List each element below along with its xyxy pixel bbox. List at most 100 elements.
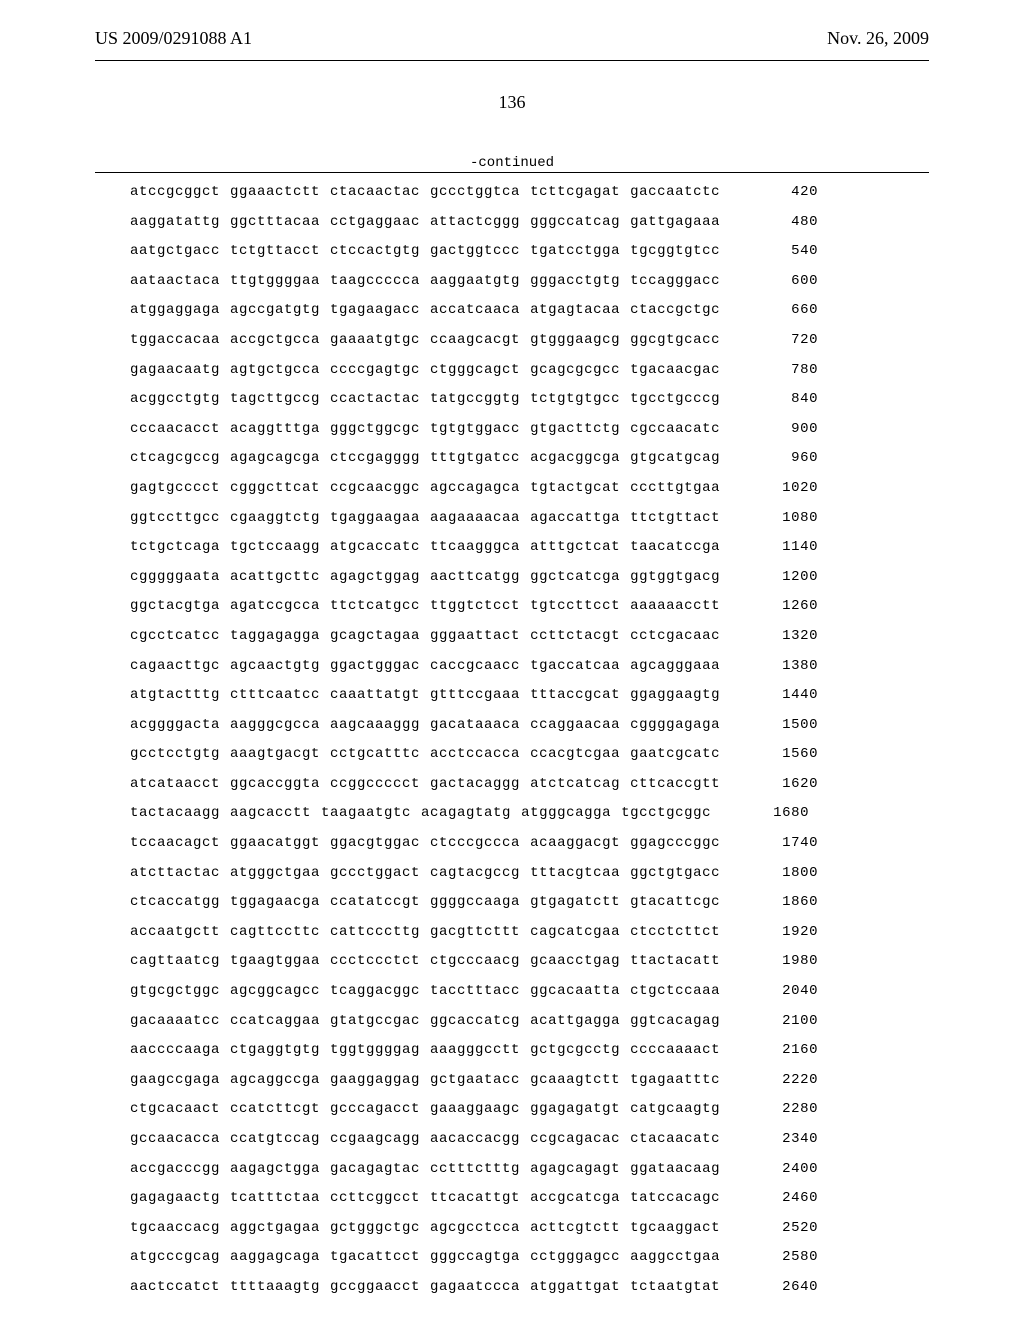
sequence-group: atggattgat <box>530 1280 620 1294</box>
sequence-row: atcataacctggcaccggtaccggccccctgactacaggg… <box>130 777 818 791</box>
sequence-group: gtgcatgcag <box>630 451 720 465</box>
sequence-group: ctccgagggg <box>330 451 420 465</box>
sequence-group: ccttcggcct <box>330 1191 420 1205</box>
sequence-group: gctgcgcctg <box>530 1043 620 1057</box>
sequence-group: aaggaatgtg <box>430 274 520 288</box>
sequence-row: ctcaccatggtggagaacgaccatatccgtggggccaaga… <box>130 895 818 909</box>
sequence-group: atcttactac <box>130 866 220 880</box>
sequence-position: 2580 <box>758 1250 818 1264</box>
sequence-group: tgcaaggact <box>630 1221 720 1235</box>
sequence-group: atcataacct <box>130 777 220 791</box>
sequence-row: atgcccgcagaaggagcagatgacattcctgggccagtga… <box>130 1250 818 1264</box>
sequence-group: ggctgtgacc <box>630 866 720 880</box>
sequence-group: aaccccaaga <box>130 1043 220 1057</box>
sequence-group: cagttaatcg <box>130 954 220 968</box>
sequence-group: acttcgtctt <box>530 1221 620 1235</box>
sequence-group: catgcaagtg <box>630 1102 720 1116</box>
sequence-group: tcaggacggc <box>330 984 420 998</box>
sequence-group: cagaacttgc <box>130 659 220 673</box>
patent-page: US 2009/0291088 A1 Nov. 26, 2009 136 -co… <box>0 0 1024 1320</box>
sequence-group: agtgctgcca <box>230 363 320 377</box>
sequence-group: cctgcatttc <box>330 747 420 761</box>
sequence-groups: tccaacagctggaacatggtggacgtggacctcccgccca… <box>130 836 720 850</box>
sequence-group: agcgcctcca <box>430 1221 520 1235</box>
sequence-row: cagaacttgcagcaactgtgggactgggaccaccgcaacc… <box>130 659 818 673</box>
sequence-group: aacaccacgg <box>430 1132 520 1146</box>
sequence-group: acattgagga <box>530 1014 620 1028</box>
sequence-group: gtttccgaaa <box>430 688 520 702</box>
sequence-group: acctccacca <box>430 747 520 761</box>
sequence-position: 840 <box>758 392 818 406</box>
sequence-groups: cccaacacctacaggtttgagggctggcgctgtgtggacc… <box>130 422 720 436</box>
sequence-group: aaaaaacctt <box>630 599 720 613</box>
sequence-group: atgggcagga <box>521 806 611 820</box>
sequence-group: gagaacaatg <box>130 363 220 377</box>
sequence-position: 2400 <box>758 1162 818 1176</box>
sequence-group: gcaacctgag <box>530 954 620 968</box>
sequence-group: aaggagcaga <box>230 1250 320 1264</box>
sequence-group: atggaggaga <box>130 303 220 317</box>
sequence-group: tgcctgcggc <box>621 806 711 820</box>
sequence-row: gacaaaatccccatcaggaagtatgccgacggcaccatcg… <box>130 1014 818 1028</box>
sequence-group: atgagtacaa <box>530 303 620 317</box>
sequence-group: ccgcaacggc <box>330 481 420 495</box>
sequence-group: ctgaggtgtg <box>230 1043 320 1057</box>
sequence-group: acggggacta <box>130 718 220 732</box>
sequence-group: ggagagatgt <box>530 1102 620 1116</box>
sequence-row: cagttaatcgtgaagtggaaccctccctctctgcccaacg… <box>130 954 818 968</box>
sequence-row: tgcaaccacgaggctgagaagctgggctgcagcgcctcca… <box>130 1221 818 1235</box>
sequence-group: taacatccga <box>630 540 720 554</box>
sequence-group: gtacattcgc <box>630 895 720 909</box>
sequence-group: aagagctgga <box>230 1162 320 1176</box>
sequence-group: ccatcaggaa <box>230 1014 320 1028</box>
sequence-group: aacttcatgg <box>430 570 520 584</box>
sequence-group: cctcgacaac <box>630 629 720 643</box>
sequence-groups: ctgcacaactccatcttcgtgcccagacctgaaaggaagc… <box>130 1102 720 1116</box>
sequence-top-rule <box>95 172 929 173</box>
sequence-group: agcggcagcc <box>230 984 320 998</box>
sequence-group: ggggccaaga <box>430 895 520 909</box>
sequence-group: gaccaatctc <box>630 185 720 199</box>
sequence-group: ggacgtggac <box>330 836 420 850</box>
sequence-group: gccaacacca <box>130 1132 220 1146</box>
sequence-row: tactacaaggaagcacctttaagaatgtcacagagtatga… <box>130 806 818 820</box>
sequence-group: caaattatgt <box>330 688 420 702</box>
sequence-row: atcttactacatgggctgaagccctggactcagtacgccg… <box>130 866 818 880</box>
sequence-row: tccaacagctggaacatggtggacgtggacctcccgccca… <box>130 836 818 850</box>
sequence-group: ggaaactctt <box>230 185 320 199</box>
sequence-group: gaagccgaga <box>130 1073 220 1087</box>
sequence-group: gactggtccc <box>430 244 520 258</box>
sequence-group: ccaggaacaa <box>530 718 620 732</box>
sequence-group: agatccgcca <box>230 599 320 613</box>
sequence-group: aatgctgacc <box>130 244 220 258</box>
sequence-row: gccaacaccaccatgtccagccgaagcaggaacaccacgg… <box>130 1132 818 1146</box>
sequence-groups: ctcaccatggtggagaacgaccatatccgtggggccaaga… <box>130 895 720 909</box>
sequence-row: ggtccttgcccgaaggtctgtgaggaagaaaagaaaacaa… <box>130 511 818 525</box>
sequence-group: aagaaaacaa <box>430 511 520 525</box>
sequence-group: ggcgtgcacc <box>630 333 720 347</box>
sequence-group: cccttgtgaa <box>630 481 720 495</box>
sequence-group: ccaagcacgt <box>430 333 520 347</box>
sequence-group: acaggtttga <box>230 422 320 436</box>
sequence-position: 540 <box>758 244 818 258</box>
sequence-groups: tctgctcagatgctccaaggatgcaccatcttcaagggca… <box>130 540 720 554</box>
sequence-group: ttcacattgt <box>430 1191 520 1205</box>
sequence-group: gtgggaagcg <box>530 333 620 347</box>
sequence-groups: accgacccggaagagctggagacagagtaccctttctttg… <box>130 1162 720 1176</box>
sequence-groups: atggaggagaagccgatgtgtgagaagaccaccatcaaca… <box>130 303 720 317</box>
sequence-row: cgggggaataacattgcttcagagctggagaacttcatgg… <box>130 570 818 584</box>
sequence-group: ctgcacaact <box>130 1102 220 1116</box>
sequence-group: ccatatccgt <box>330 895 420 909</box>
sequence-position: 1440 <box>758 688 818 702</box>
sequence-group: ccggccccct <box>330 777 420 791</box>
sequence-position: 480 <box>758 215 818 229</box>
sequence-group: gtatgccgac <box>330 1014 420 1028</box>
sequence-group: gattgagaaa <box>630 215 720 229</box>
sequence-group: cctgggagcc <box>530 1250 620 1264</box>
sequence-group: cgcctcatcc <box>130 629 220 643</box>
sequence-groups: acggggactaaagggcgccaaagcaaaggggacataaaca… <box>130 718 720 732</box>
sequence-group: acattgcttc <box>230 570 320 584</box>
sequence-groups: atcataacctggcaccggtaccggccccctgactacaggg… <box>130 777 720 791</box>
sequence-row: cgcctcatcctaggagaggagcagctagaagggaattact… <box>130 629 818 643</box>
sequence-group: tgaccatcaa <box>530 659 620 673</box>
